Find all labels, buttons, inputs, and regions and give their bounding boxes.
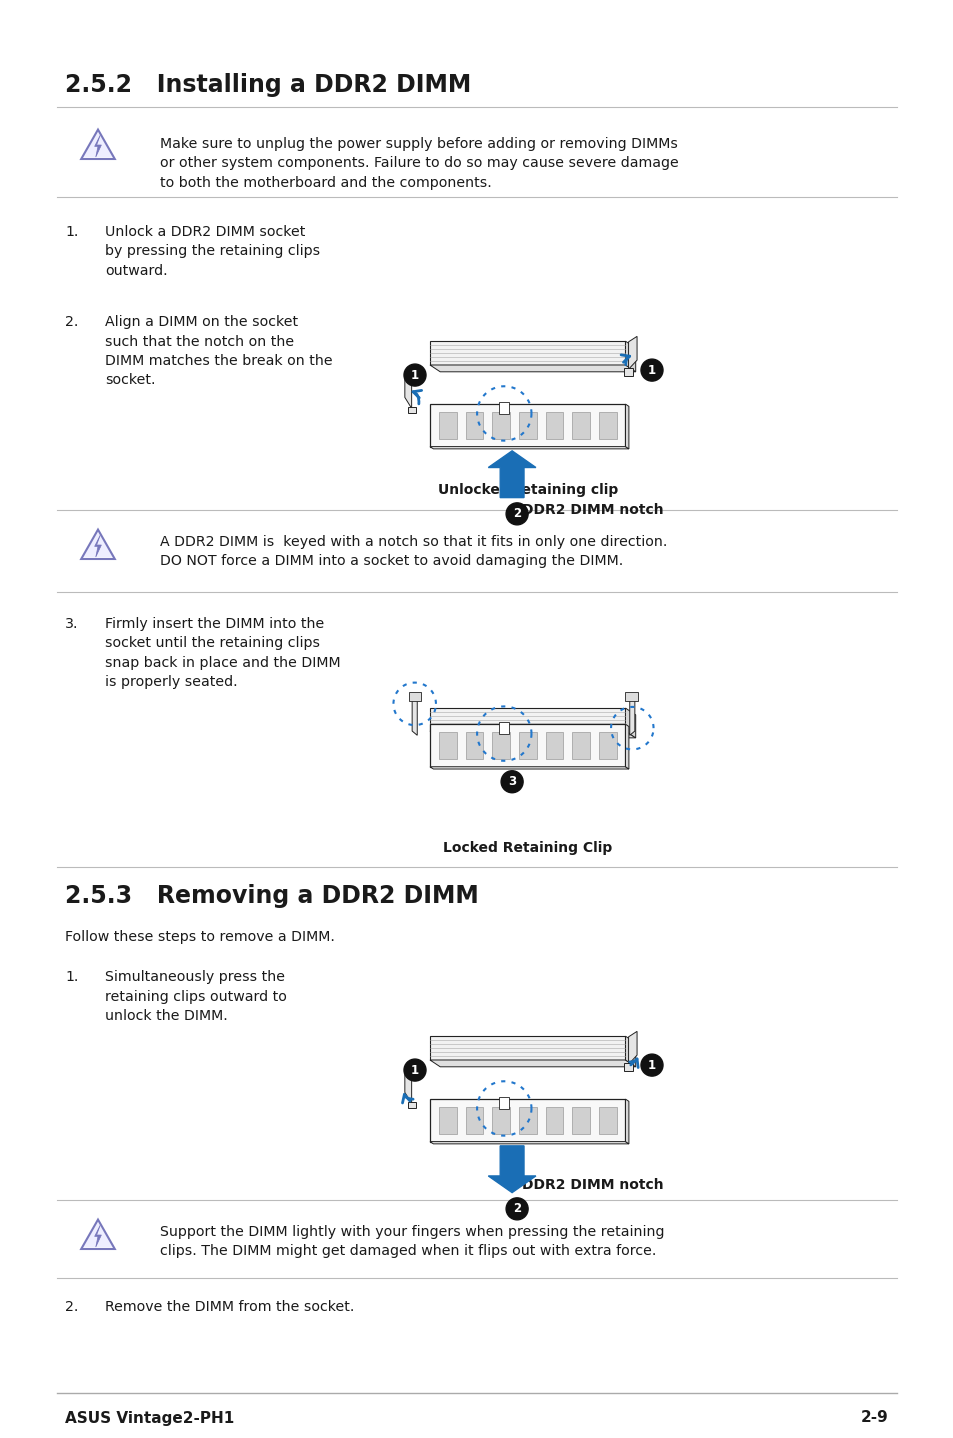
Bar xyxy=(498,1097,509,1109)
Text: 2.: 2. xyxy=(65,315,78,329)
Bar xyxy=(465,1106,483,1135)
Polygon shape xyxy=(83,1221,113,1247)
Text: 2: 2 xyxy=(513,1202,520,1215)
Text: Firmly insert the DIMM into the
socket until the retaining clips
snap back in pl: Firmly insert the DIMM into the socket u… xyxy=(105,617,340,689)
Text: 1: 1 xyxy=(647,364,656,377)
Polygon shape xyxy=(430,447,628,449)
Bar xyxy=(598,411,616,439)
Text: Support the DIMM lightly with your fingers when pressing the retaining
clips. Th: Support the DIMM lightly with your finge… xyxy=(160,1225,664,1258)
Text: ASUS Vintage2-PH1: ASUS Vintage2-PH1 xyxy=(65,1411,234,1425)
Polygon shape xyxy=(628,1031,637,1064)
Bar xyxy=(492,1106,510,1135)
Polygon shape xyxy=(94,535,101,557)
Bar xyxy=(465,732,483,759)
Polygon shape xyxy=(623,1063,632,1071)
Bar xyxy=(598,732,616,759)
Text: 1: 1 xyxy=(647,1058,656,1071)
Polygon shape xyxy=(623,368,632,377)
Polygon shape xyxy=(430,404,625,447)
Polygon shape xyxy=(430,365,635,372)
Circle shape xyxy=(403,1058,426,1081)
Polygon shape xyxy=(83,532,113,558)
Polygon shape xyxy=(404,372,411,408)
Text: Remove the DIMM from the socket.: Remove the DIMM from the socket. xyxy=(105,1300,354,1314)
Polygon shape xyxy=(430,1060,635,1067)
Bar xyxy=(572,411,589,439)
Text: 1: 1 xyxy=(411,368,418,381)
Polygon shape xyxy=(628,336,637,370)
Text: Unlocked retaining clip: Unlocked retaining clip xyxy=(437,483,618,498)
Polygon shape xyxy=(430,707,625,731)
Bar xyxy=(518,411,537,439)
Polygon shape xyxy=(629,696,634,735)
Bar xyxy=(545,732,562,759)
Polygon shape xyxy=(404,1067,411,1103)
Polygon shape xyxy=(408,407,416,414)
Text: DDR2 DIMM notch: DDR2 DIMM notch xyxy=(521,1178,663,1192)
Circle shape xyxy=(500,771,522,792)
Bar xyxy=(545,1106,562,1135)
Text: 3: 3 xyxy=(508,775,516,788)
Polygon shape xyxy=(430,766,628,769)
Polygon shape xyxy=(625,725,628,769)
Circle shape xyxy=(640,1054,662,1076)
Text: 2.: 2. xyxy=(65,1300,78,1314)
Bar xyxy=(572,732,589,759)
Circle shape xyxy=(506,503,528,525)
Polygon shape xyxy=(625,1099,628,1143)
Polygon shape xyxy=(412,696,416,735)
Polygon shape xyxy=(488,452,536,498)
Text: A DDR2 DIMM is  keyed with a notch so that it fits in only one direction.
DO NOT: A DDR2 DIMM is keyed with a notch so tha… xyxy=(160,535,667,568)
Text: 2: 2 xyxy=(513,508,520,521)
Bar xyxy=(572,1106,589,1135)
Polygon shape xyxy=(94,1225,101,1247)
Bar xyxy=(518,732,537,759)
Polygon shape xyxy=(430,1142,628,1143)
Bar xyxy=(598,1106,616,1135)
Text: Align a DIMM on the socket
such that the notch on the
DIMM matches the break on : Align a DIMM on the socket such that the… xyxy=(105,315,333,387)
Text: 3.: 3. xyxy=(65,617,78,631)
Bar xyxy=(545,411,562,439)
Bar xyxy=(438,411,456,439)
Polygon shape xyxy=(430,1099,625,1142)
Bar xyxy=(492,411,510,439)
Polygon shape xyxy=(430,341,625,365)
Text: Follow these steps to remove a DIMM.: Follow these steps to remove a DIMM. xyxy=(65,930,335,943)
Bar xyxy=(518,1106,537,1135)
Text: 1.: 1. xyxy=(65,971,78,984)
Polygon shape xyxy=(430,731,635,738)
Polygon shape xyxy=(94,135,101,157)
Polygon shape xyxy=(83,131,113,157)
Text: 2-9: 2-9 xyxy=(861,1411,888,1425)
Polygon shape xyxy=(430,725,625,766)
Polygon shape xyxy=(625,707,635,738)
Polygon shape xyxy=(488,1146,536,1192)
Circle shape xyxy=(640,360,662,381)
Polygon shape xyxy=(625,404,628,449)
Text: 2.5.2   Installing a DDR2 DIMM: 2.5.2 Installing a DDR2 DIMM xyxy=(65,73,471,96)
Text: Locked Retaining Clip: Locked Retaining Clip xyxy=(442,841,612,856)
Polygon shape xyxy=(408,692,421,700)
Polygon shape xyxy=(430,1037,625,1060)
Circle shape xyxy=(506,1198,528,1219)
Text: Simultaneously press the
retaining clips outward to
unlock the DIMM.: Simultaneously press the retaining clips… xyxy=(105,971,287,1022)
Text: 2.5.3   Removing a DDR2 DIMM: 2.5.3 Removing a DDR2 DIMM xyxy=(65,884,478,907)
Polygon shape xyxy=(625,1037,635,1067)
Bar xyxy=(498,403,509,414)
Bar xyxy=(438,732,456,759)
Polygon shape xyxy=(408,1102,416,1109)
Text: Make sure to unplug the power supply before adding or removing DIMMs
or other sy: Make sure to unplug the power supply bef… xyxy=(160,137,678,190)
Text: 1.: 1. xyxy=(65,224,78,239)
Bar xyxy=(438,1106,456,1135)
Circle shape xyxy=(403,364,426,385)
Bar xyxy=(492,732,510,759)
Bar xyxy=(465,411,483,439)
Polygon shape xyxy=(625,341,635,372)
Text: DDR2 DIMM notch: DDR2 DIMM notch xyxy=(521,503,663,516)
Text: 1: 1 xyxy=(411,1064,418,1077)
Text: Unlock a DDR2 DIMM socket
by pressing the retaining clips
outward.: Unlock a DDR2 DIMM socket by pressing th… xyxy=(105,224,320,278)
Bar xyxy=(498,722,509,735)
Polygon shape xyxy=(625,692,638,700)
